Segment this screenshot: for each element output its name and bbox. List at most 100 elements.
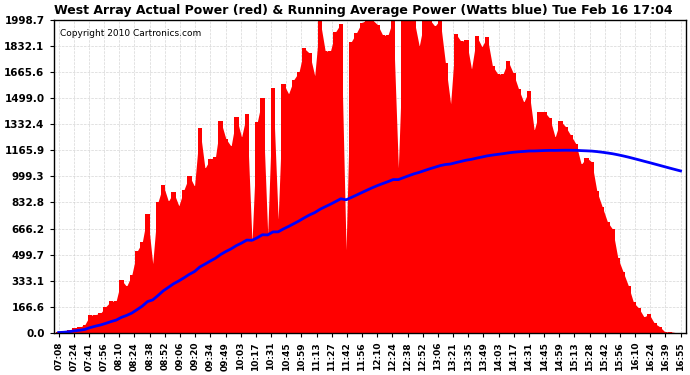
Bar — [98, 314, 103, 333]
Bar — [292, 80, 296, 333]
Bar — [589, 162, 594, 333]
Bar — [574, 144, 578, 333]
Bar — [260, 98, 265, 333]
Bar — [339, 24, 343, 333]
Bar — [391, 20, 395, 333]
Bar — [349, 42, 353, 333]
Bar — [104, 307, 108, 333]
Bar — [495, 74, 500, 333]
Bar — [109, 301, 113, 333]
Bar — [443, 63, 448, 333]
Bar — [621, 272, 625, 333]
Bar — [213, 158, 217, 333]
Bar — [558, 121, 562, 333]
Bar — [344, 250, 348, 333]
Bar — [438, 20, 442, 333]
Bar — [182, 189, 186, 333]
Bar — [516, 89, 521, 333]
Bar — [652, 323, 657, 333]
Bar — [77, 327, 82, 333]
Bar — [88, 315, 92, 333]
Bar — [193, 186, 197, 333]
Bar — [130, 275, 134, 333]
Bar — [526, 91, 531, 333]
Bar — [333, 32, 338, 333]
Bar — [480, 47, 484, 333]
Bar — [229, 146, 233, 333]
Bar — [548, 118, 552, 333]
Bar — [428, 20, 432, 333]
Bar — [297, 72, 302, 333]
Bar — [611, 229, 615, 333]
Bar — [433, 26, 437, 333]
Bar — [538, 111, 542, 333]
Bar — [501, 74, 505, 333]
Bar — [276, 219, 280, 333]
Bar — [469, 69, 474, 333]
Bar — [177, 206, 181, 333]
Bar — [156, 202, 160, 333]
Bar — [150, 264, 155, 333]
Bar — [406, 20, 411, 333]
Bar — [584, 158, 589, 333]
Bar — [642, 317, 647, 333]
Bar — [244, 114, 249, 333]
Bar — [668, 332, 672, 333]
Bar — [161, 185, 166, 333]
Bar — [313, 76, 317, 333]
Bar — [412, 20, 416, 333]
Bar — [365, 20, 369, 333]
Bar — [459, 42, 463, 333]
Bar — [355, 33, 359, 333]
Bar — [323, 51, 327, 333]
Bar — [453, 34, 458, 333]
Bar — [307, 53, 312, 333]
Bar — [302, 48, 306, 333]
Bar — [386, 35, 390, 333]
Bar — [124, 286, 129, 333]
Bar — [281, 84, 286, 333]
Bar — [171, 192, 176, 333]
Bar — [464, 40, 469, 333]
Bar — [569, 135, 573, 333]
Bar — [485, 37, 489, 333]
Bar — [506, 61, 511, 333]
Bar — [626, 285, 631, 333]
Bar — [72, 328, 77, 333]
Bar — [239, 137, 244, 333]
Bar — [511, 73, 515, 333]
Bar — [658, 327, 662, 333]
Bar — [270, 88, 275, 333]
Bar — [647, 314, 651, 333]
Bar — [250, 242, 254, 333]
Bar — [328, 51, 333, 333]
Bar — [187, 176, 192, 333]
Bar — [266, 234, 270, 333]
Bar — [475, 36, 479, 333]
Bar — [61, 332, 66, 333]
Bar — [579, 164, 584, 333]
Bar — [542, 112, 547, 333]
Bar — [286, 94, 290, 333]
Bar — [370, 20, 375, 333]
Bar — [417, 46, 422, 333]
Bar — [600, 207, 604, 333]
Text: Copyright 2010 Cartronics.com: Copyright 2010 Cartronics.com — [60, 29, 201, 38]
Bar — [380, 35, 385, 333]
Bar — [166, 201, 170, 333]
Bar — [146, 214, 150, 333]
Bar — [234, 117, 239, 333]
Bar — [375, 24, 380, 333]
Bar — [67, 330, 71, 333]
Bar — [317, 20, 322, 333]
Bar — [359, 22, 364, 333]
Bar — [197, 128, 202, 333]
Bar — [636, 308, 641, 333]
Bar — [605, 222, 609, 333]
Bar — [422, 20, 426, 333]
Bar — [119, 280, 124, 333]
Bar — [448, 104, 453, 333]
Bar — [490, 66, 495, 333]
Bar — [224, 139, 228, 333]
Bar — [208, 159, 213, 333]
